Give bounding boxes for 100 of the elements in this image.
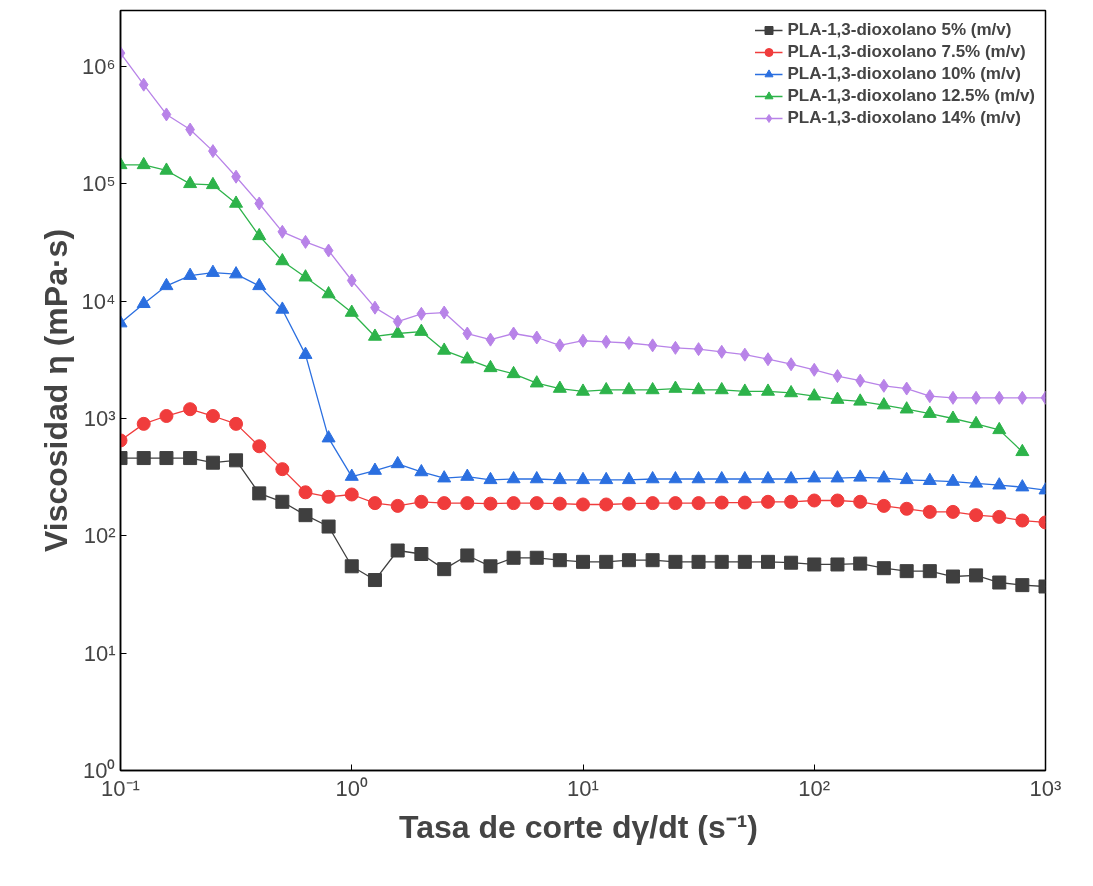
point [737,383,752,396]
point [784,555,799,570]
point [668,554,683,569]
point [807,557,822,572]
point [969,475,984,488]
point [668,380,683,393]
point [784,384,799,398]
point [183,175,198,189]
point [136,416,151,431]
point [298,346,313,359]
point [252,439,267,454]
point [183,451,198,466]
point [277,224,288,239]
point [136,156,151,170]
point [529,471,544,484]
point [876,561,891,576]
point [576,554,590,569]
point [552,553,567,568]
point [784,471,799,484]
point [737,554,752,569]
point [367,462,382,475]
point [344,468,359,481]
point [714,381,729,395]
point [159,277,174,291]
point [183,402,198,417]
point [621,381,636,395]
point [809,362,820,377]
point [483,359,498,373]
point [300,234,311,249]
point [252,277,267,291]
point [506,365,521,379]
point [714,554,729,569]
point [506,550,521,565]
point [830,391,845,404]
y-tick-label: 10⁵ [81,171,116,197]
point [390,325,405,338]
point [853,393,868,406]
point [645,381,660,395]
point [647,338,658,353]
legend-label: PLA-1,3-dioxolano 14% (m/v) [787,108,1021,128]
point [159,409,174,423]
point [437,342,452,355]
point [945,410,960,423]
point [969,415,984,429]
point [1015,443,1030,457]
legend-label: PLA-1,3-dioxolano 5% (m/v) [787,20,1012,40]
point [552,471,567,485]
point [668,496,683,511]
x-axis-title: Tasa de corte dγ/dt (s⁻¹) [399,808,759,845]
point [508,326,519,341]
point [437,496,452,511]
point [390,455,405,469]
point [229,416,244,431]
point [205,455,220,470]
point [460,468,475,481]
x-tick-label: 10¹ [567,775,599,801]
point [437,562,452,577]
point [830,557,845,572]
point [714,495,729,510]
point [506,496,521,511]
legend-label: PLA-1,3-dioxolano 7.5% (m/v) [787,42,1026,62]
point [645,496,660,511]
point [531,330,542,345]
point [159,451,174,466]
point [367,496,382,511]
point [485,332,496,347]
point [969,508,984,523]
point [670,340,681,355]
point [784,494,799,509]
point [992,421,1007,435]
point [252,486,267,501]
point [344,559,359,574]
point [1015,513,1030,528]
point [853,556,868,571]
point [346,273,357,288]
point [414,494,429,509]
point [945,569,960,584]
point [992,575,1007,590]
point [321,519,336,534]
point [599,471,614,485]
point [229,195,244,208]
point [645,553,660,568]
point [529,496,544,511]
point [529,550,544,565]
point [761,554,776,569]
point [252,227,267,241]
point [344,487,359,502]
point [460,351,475,364]
x-tick-label: 10³ [1029,775,1062,801]
point [645,471,660,484]
y-tick-label: 10¹ [83,640,116,666]
point [945,504,960,519]
point [716,344,727,359]
point [1017,390,1028,405]
point [599,497,614,512]
point [298,269,313,282]
point [390,543,405,558]
point [922,564,937,579]
point [691,496,706,511]
point [761,471,776,484]
